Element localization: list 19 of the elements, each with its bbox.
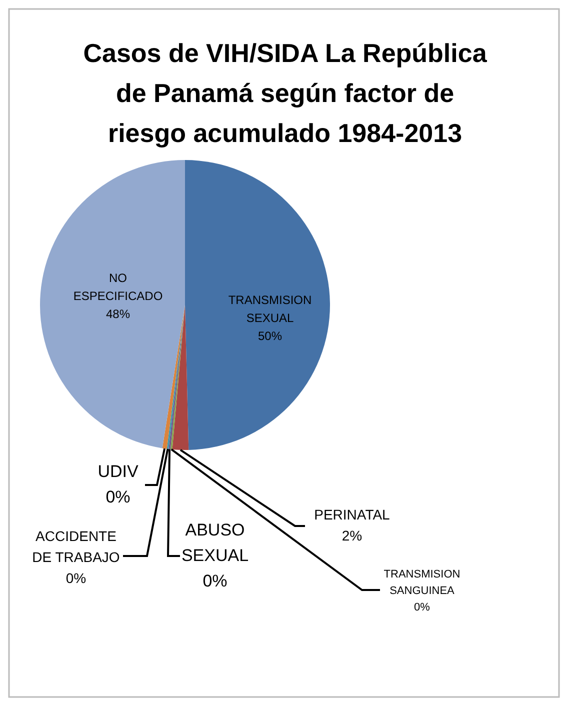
data-label: 50% [258, 329, 282, 344]
slice-label: TRANSMISION SANGUINEA [384, 568, 460, 597]
data-label: 0% [66, 570, 86, 586]
data-label: 48% [106, 307, 130, 322]
data-label: 2% [342, 527, 362, 544]
slice-label: ABUSO SEXUAL [181, 520, 249, 565]
slice-label: NO ESPECIFICADO [73, 271, 163, 304]
data-label: 0% [414, 601, 430, 614]
data-label: 0% [106, 488, 130, 507]
data-label: 0% [202, 571, 228, 590]
slice-label: ACCIDENTE DE TRABAJO [32, 528, 120, 565]
pie-slice [172, 305, 189, 450]
pie-slice [40, 160, 185, 448]
pie-slice [185, 160, 330, 450]
pie-slice [162, 305, 185, 449]
chart-title: Casos de VIH/SIDA La República de Panamá según factor de riesgo acumulado 1984-2013 [83, 38, 488, 148]
slice-label: TRANSMISION SEXUAL [228, 293, 312, 326]
slice-label: UDIV [98, 462, 139, 482]
slice-label: PERINATAL [314, 506, 390, 522]
